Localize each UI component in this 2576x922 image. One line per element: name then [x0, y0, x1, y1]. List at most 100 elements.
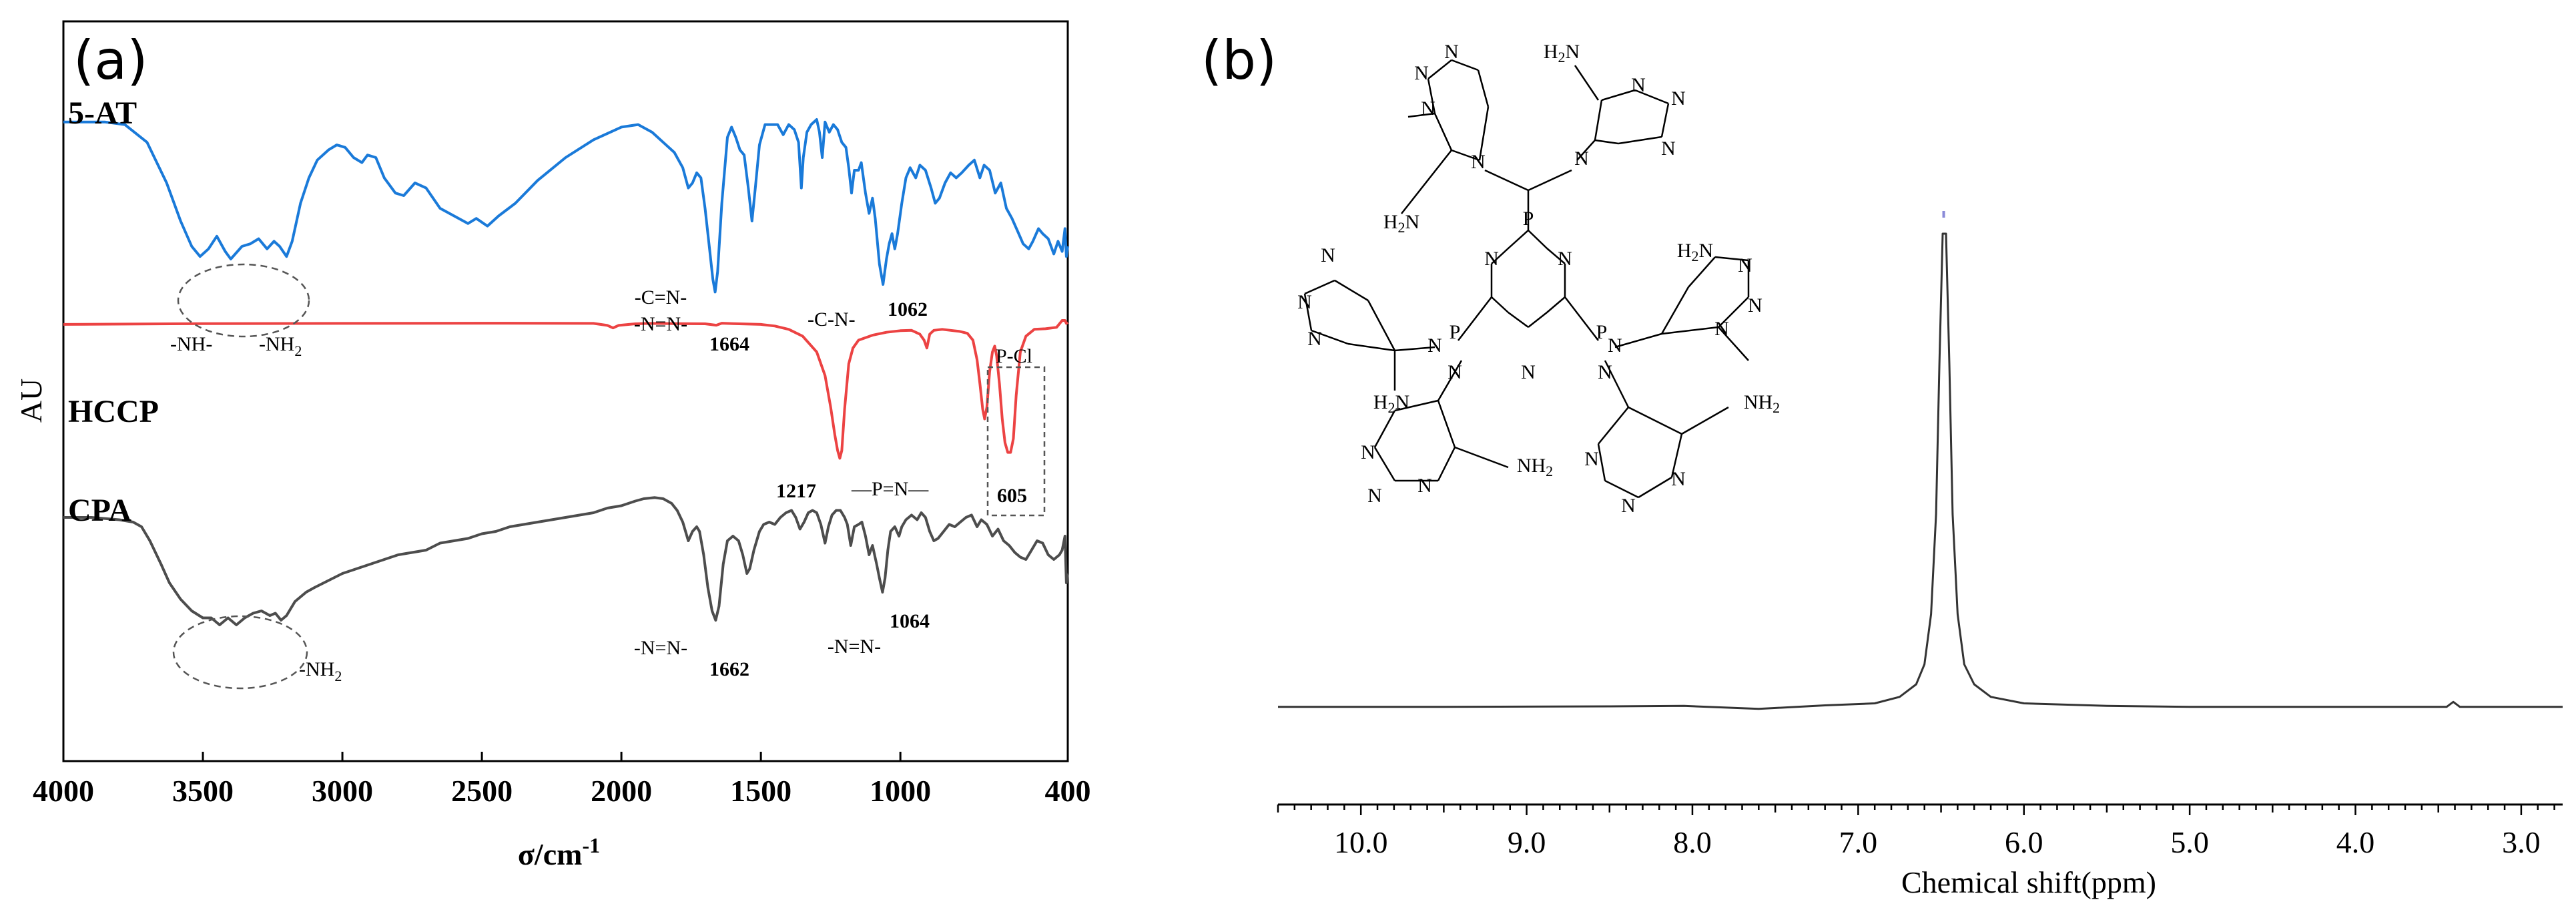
nmr-x-tick-label: 5.0: [2170, 825, 2209, 859]
nmr-x-axis-label: Chemical shift(ppm): [1901, 865, 2156, 899]
ftir-peak-label-at-nn-1: -N=N-: [634, 313, 687, 335]
ftir-peak-label-at-cn-1: -C=N-: [635, 286, 687, 308]
atom-n-bl-2: N: [1361, 441, 1375, 463]
ftir-x-tick-label: 3500: [172, 774, 234, 808]
ftir-peak-label-at-nh2-subscript: 2: [294, 342, 302, 359]
atom-n-tl-2: N: [1421, 97, 1435, 120]
atom-n-tr-2: N: [1631, 74, 1646, 96]
atom-nh2-bl-h: H: [1532, 455, 1546, 477]
ftir-peak-label-hccp-pn: —P=N—: [851, 478, 929, 500]
ftir-peak-label-cpa-nn-2: -N=N-: [828, 636, 881, 658]
atom-nh2-tl: H2N: [1383, 211, 1419, 236]
ftir-peak-label-hccp-pcl: P-Cl: [996, 345, 1032, 367]
ftir-series-label-hccp: HCCP: [68, 394, 159, 429]
ftir-peak-label-cpa-1064: 1064: [890, 610, 930, 632]
ftir-x-tick-label: 4000: [33, 774, 94, 808]
atom-nh2-bl-n: N: [1517, 455, 1532, 477]
ftir-series-label-cpa: CPA: [68, 493, 131, 528]
atom-nh2-l-sub: 2: [1388, 399, 1395, 416]
atom-nh2-l-h: H: [1373, 391, 1388, 413]
atom-nh2-bl: NH2: [1517, 455, 1553, 479]
ftir-peak-label-at-1664: 1664: [709, 333, 749, 355]
ftir-peak-label-hccp-1217: 1217: [776, 480, 816, 502]
ftir-series-label-5-at: 5-AT: [68, 95, 137, 131]
atom-n-r-3: N: [1748, 294, 1762, 316]
atom-nh2-br-sub: 2: [1773, 399, 1780, 416]
ftir-x-axis-label-superscript: -1: [582, 833, 600, 857]
atom-nh2-r: H2N: [1677, 240, 1713, 264]
atom-nh2-tr-sub: 2: [1558, 49, 1566, 65]
nmr-x-tick-label: 10.0: [1334, 825, 1388, 859]
atom-nh2-tr-n: N: [1566, 41, 1580, 63]
ftir-plot-frame: [62, 20, 1069, 762]
atom-nh2-l: H2N: [1373, 391, 1409, 416]
ftir-x-tick-label: 2000: [591, 774, 652, 808]
ftir-dashed-ellipse-cpa: [172, 615, 308, 690]
atom-nh2-tl-sub: 2: [1398, 219, 1405, 236]
atom-n-tr-4: N: [1661, 138, 1676, 160]
ftir-peak-label-at-nh2-text: -NH: [259, 333, 294, 355]
atom-n-l-3: N: [1297, 291, 1312, 313]
atom-n-l-1: N: [1427, 334, 1442, 357]
atom-p-top: P: [1523, 208, 1534, 230]
ftir-x-axis-label: σ/cm-1: [518, 833, 600, 871]
atom-nh2-bl-sub: 2: [1546, 463, 1553, 479]
atom-n-tr-3: N: [1671, 87, 1686, 109]
atom-nh2-br-n: N: [1744, 391, 1758, 413]
atom-n-tl-3: N: [1414, 62, 1429, 84]
ftir-x-tick-label: 400: [1045, 774, 1091, 808]
ftir-peak-label-at-cn-2: -C-N-: [808, 308, 856, 330]
ftir-peak-label-cpa-1662: 1662: [709, 658, 749, 680]
nmr-x-tick-label: 8.0: [1673, 825, 1712, 859]
atom-n-r-4: N: [1714, 318, 1729, 340]
atom-n-br-3: N: [1621, 495, 1636, 517]
ftir-peak-label-at-nh2: -NH2: [259, 333, 302, 359]
ftir-x-tick-label: 1500: [730, 774, 791, 808]
atom-n-ring-right: N: [1558, 248, 1572, 270]
nmr-panel: (b) 10.0 9.0 8.0 7.0 6.0 5.0 4.0 3.0 Chemical shi…: [1201, 29, 2563, 899]
atom-nh2-r-n: N: [1699, 240, 1714, 262]
atom-nh2-tr-h: H: [1544, 41, 1558, 63]
atom-nh2-tl-n: N: [1405, 211, 1420, 233]
nmr-x-tick-label: 6.0: [2005, 825, 2043, 859]
atom-nh2-tr: H2N: [1544, 41, 1580, 65]
atom-n-bl-4: N: [1417, 475, 1432, 497]
ftir-peak-label-at-nh: -NH-: [170, 333, 212, 355]
structure-bonds: [1303, 59, 1750, 499]
ftir-peak-label-at-1062: 1062: [888, 298, 928, 320]
nmr-panel-label: (b): [1201, 29, 1277, 91]
ftir-series-line-5-at: [63, 118, 1069, 294]
atom-n-l-2: N: [1321, 244, 1335, 266]
atom-n-br-4: N: [1671, 468, 1686, 490]
atom-n-tr-1: N: [1574, 148, 1589, 170]
nmr-x-tick-label: 9.0: [1508, 825, 1546, 859]
ftir-peak-label-cpa-nh2: -NH2: [299, 658, 342, 684]
atom-n-r-2: N: [1738, 254, 1752, 276]
atom-n-l-4: N: [1307, 328, 1322, 350]
atom-n-br-2: N: [1584, 448, 1599, 470]
atom-nh2-br: NH2: [1744, 391, 1780, 416]
ftir-peak-label-cpa-nh2-text: -NH: [299, 658, 334, 680]
atom-nh2-tl-h: H: [1383, 211, 1398, 233]
ftir-series-line-cpa: [63, 496, 1069, 626]
atom-p-right: P: [1596, 321, 1608, 343]
ftir-panel-label: (a): [73, 29, 147, 91]
atom-nh2-l-n: N: [1395, 391, 1410, 413]
atom-nh2-br-h: H: [1758, 391, 1773, 413]
ftir-dashed-ellipse-5at: [177, 263, 310, 338]
atom-n-br-1: N: [1598, 361, 1612, 383]
nmr-x-tick-label: 7.0: [1839, 825, 1878, 859]
atom-n-tl-1: N: [1471, 151, 1486, 173]
ftir-panel: 4000 3500 3000 2500 2000 1500 1000 400 σ/cm-1 AU (…: [14, 20, 1091, 871]
nmr-x-tick-label: 4.0: [2336, 825, 2375, 859]
atom-n-ring-left: N: [1484, 248, 1499, 270]
atom-n-bl-1: N: [1447, 361, 1462, 383]
atom-n-ring-bottom: N: [1521, 361, 1536, 383]
ftir-peak-label-cpa-nn-1: -N=N-: [634, 637, 687, 659]
atom-nh2-r-h: H: [1677, 240, 1692, 262]
atom-n-tl-4: N: [1444, 41, 1459, 63]
ftir-x-tick-label: 2500: [451, 774, 513, 808]
ftir-x-tick-label: 1000: [870, 774, 931, 808]
